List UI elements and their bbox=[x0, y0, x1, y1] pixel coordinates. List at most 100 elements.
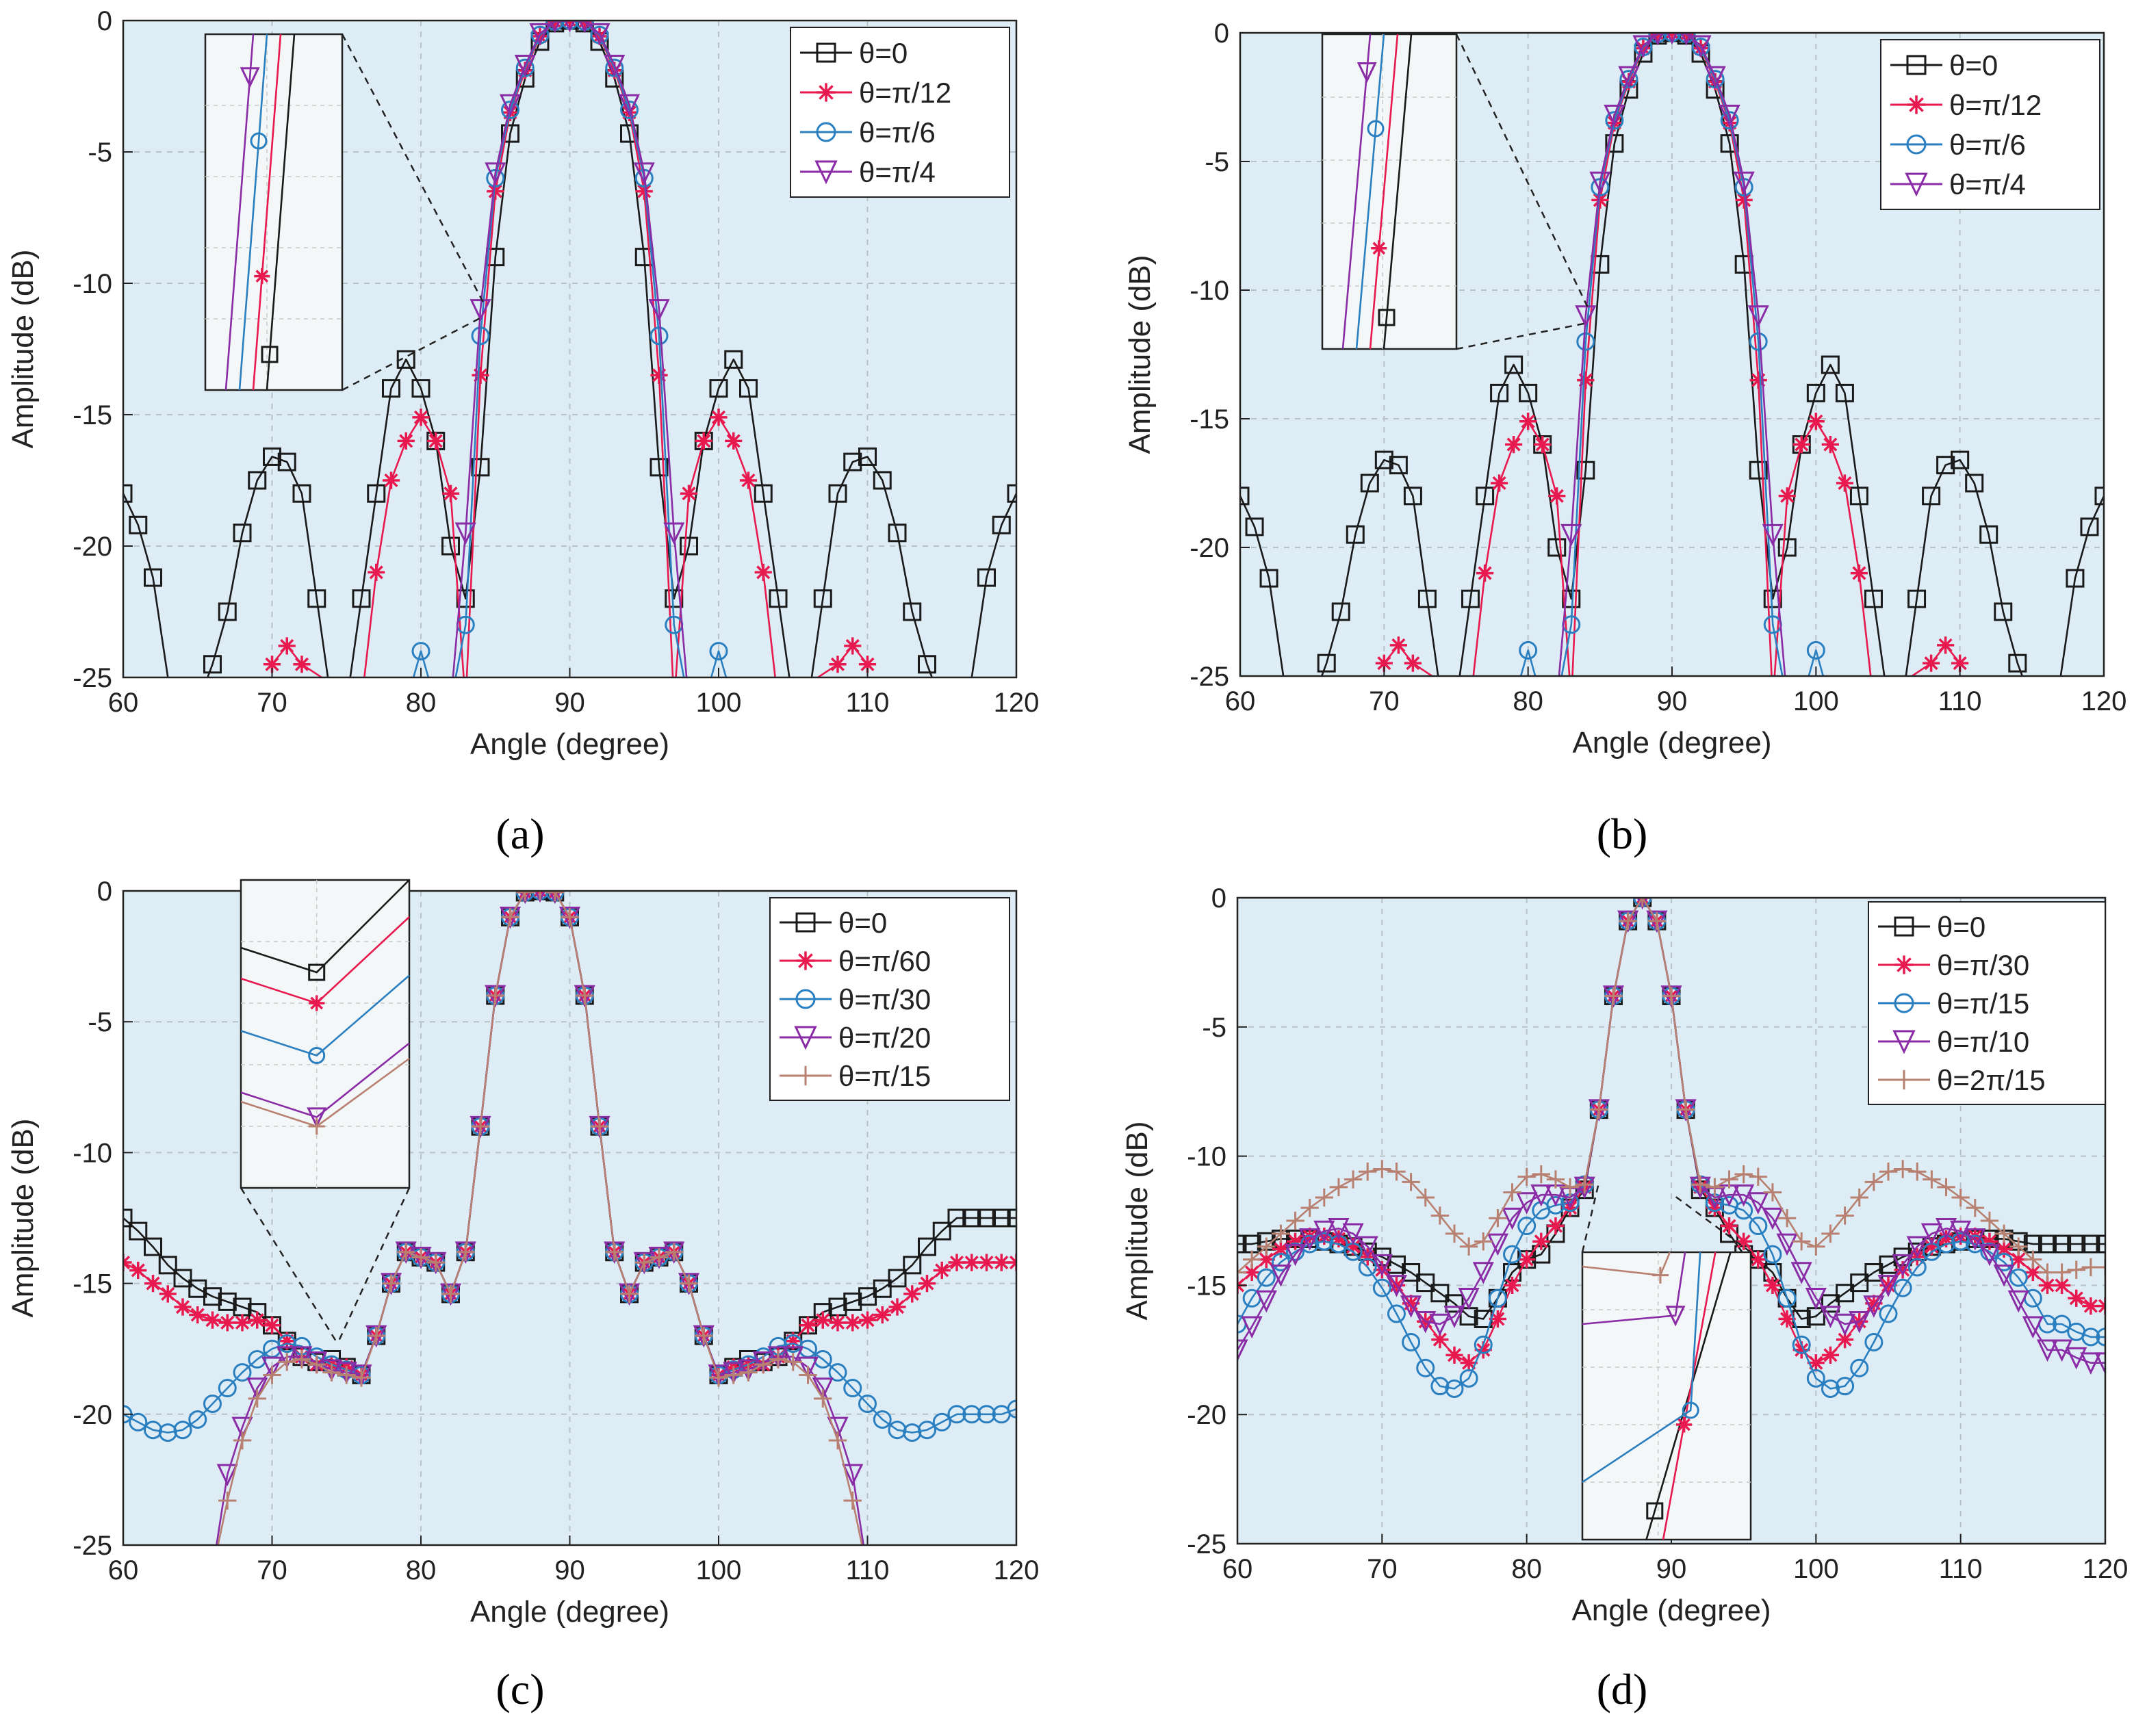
data-point bbox=[1749, 1167, 1767, 1187]
inset-marker bbox=[1646, 1502, 1664, 1520]
inset-marker bbox=[1357, 62, 1377, 83]
data-point bbox=[650, 458, 669, 477]
x-tick-label: 60 bbox=[108, 1555, 139, 1585]
data-point bbox=[1417, 589, 1437, 608]
legend-label: θ=π/6 bbox=[859, 116, 936, 148]
data-point bbox=[933, 1261, 951, 1280]
data-point bbox=[1402, 1332, 1421, 1351]
y-tick-label: 0 bbox=[97, 877, 112, 907]
data-point bbox=[1951, 1232, 1970, 1251]
data-point bbox=[977, 1208, 996, 1228]
data-point bbox=[1706, 1178, 1724, 1197]
legend-marker bbox=[795, 1065, 816, 1086]
data-point bbox=[1272, 1224, 1290, 1243]
data-point bbox=[1237, 1234, 1247, 1254]
data-point bbox=[1747, 1192, 1769, 1215]
inset-marker bbox=[1651, 1267, 1669, 1284]
data-point bbox=[992, 515, 1011, 534]
inset-trace-2 bbox=[1662, 1252, 1717, 1540]
data-point bbox=[903, 1256, 922, 1275]
data-point bbox=[606, 62, 624, 79]
data-point bbox=[1487, 1233, 1508, 1256]
data-point bbox=[350, 1364, 372, 1387]
data-point bbox=[1007, 484, 1016, 503]
data-point bbox=[263, 447, 281, 466]
inset-marker bbox=[261, 346, 279, 363]
data-point bbox=[1776, 1233, 1798, 1256]
data-point bbox=[2096, 1258, 2105, 1277]
y-tick-label: -10 bbox=[73, 269, 112, 299]
panel-label: (d) bbox=[1597, 1665, 1648, 1713]
data-point bbox=[1270, 1264, 1291, 1287]
data-point bbox=[1474, 1335, 1493, 1354]
zoom-connector bbox=[342, 315, 484, 391]
data-point bbox=[918, 1421, 936, 1440]
data-point bbox=[367, 484, 386, 503]
data-point bbox=[144, 1421, 162, 1440]
legend-label: θ=π/6 bbox=[1949, 129, 2026, 161]
data-point bbox=[709, 1369, 728, 1387]
data-point bbox=[590, 1117, 609, 1136]
inset-marker bbox=[250, 132, 268, 150]
data-point bbox=[1385, 1275, 1408, 1297]
data-point bbox=[412, 409, 430, 426]
data-point bbox=[1546, 1170, 1565, 1189]
inset-marker bbox=[240, 67, 260, 88]
x-tick-label: 90 bbox=[1657, 686, 1688, 716]
legend-marker bbox=[814, 160, 838, 185]
data-point bbox=[725, 432, 743, 450]
x-tick-label: 110 bbox=[1938, 686, 1982, 716]
data-point bbox=[947, 1405, 966, 1424]
data-point bbox=[1965, 474, 1984, 493]
data-point bbox=[1317, 653, 1336, 673]
x-tick-label: 120 bbox=[994, 1555, 1040, 1585]
data-point bbox=[1821, 1346, 1840, 1364]
data-point bbox=[1995, 1240, 2013, 1258]
data-point bbox=[1863, 1295, 1885, 1318]
data-point bbox=[1445, 1346, 1463, 1364]
data-point bbox=[499, 94, 522, 117]
inset-frame bbox=[204, 33, 344, 391]
legend-label: θ=π/10 bbox=[1937, 1026, 2029, 1058]
inset-trace-1 bbox=[240, 879, 410, 974]
data-point bbox=[233, 1431, 252, 1450]
data-point bbox=[2053, 1314, 2072, 1334]
data-point bbox=[1373, 1261, 1391, 1279]
legend-entry: θ=π/12 bbox=[1890, 89, 2042, 121]
data-point bbox=[1504, 355, 1524, 374]
data-point bbox=[292, 484, 311, 503]
data-point bbox=[1850, 1358, 1869, 1377]
data-point bbox=[248, 1311, 266, 1329]
data-point bbox=[665, 1243, 683, 1261]
data-point bbox=[472, 366, 489, 384]
data-point bbox=[276, 1346, 298, 1369]
data-point bbox=[1807, 1237, 1825, 1256]
legend-marker bbox=[796, 951, 815, 970]
data-point bbox=[1589, 171, 1611, 194]
data-point bbox=[1981, 1232, 1998, 1250]
legend-label: θ=0 bbox=[838, 907, 887, 939]
legend-entry: θ=π/30 bbox=[780, 983, 931, 1015]
data-point bbox=[1241, 1316, 1263, 1339]
data-point bbox=[1331, 602, 1350, 621]
y-tick-label: 0 bbox=[97, 6, 112, 36]
data-point bbox=[680, 536, 698, 556]
data-point bbox=[1821, 1379, 1840, 1398]
data-point bbox=[2036, 1339, 2059, 1362]
data-point bbox=[144, 1237, 162, 1256]
data-point bbox=[123, 1208, 133, 1228]
data-point bbox=[411, 379, 430, 398]
data-point bbox=[248, 1349, 267, 1369]
y-tick-label: -5 bbox=[1205, 147, 1229, 177]
x-tick-label: 70 bbox=[257, 688, 287, 718]
data-point bbox=[844, 1314, 862, 1332]
inset-marker bbox=[1371, 240, 1387, 257]
data-point bbox=[129, 1221, 148, 1241]
x-tick-label: 100 bbox=[696, 1555, 742, 1585]
x-tick-label: 70 bbox=[1367, 1554, 1398, 1584]
data-point bbox=[218, 1292, 237, 1311]
data-point bbox=[1007, 1399, 1016, 1418]
data-point bbox=[844, 637, 862, 655]
data-point bbox=[1387, 1163, 1406, 1181]
zoom-connector bbox=[1673, 1195, 1751, 1254]
